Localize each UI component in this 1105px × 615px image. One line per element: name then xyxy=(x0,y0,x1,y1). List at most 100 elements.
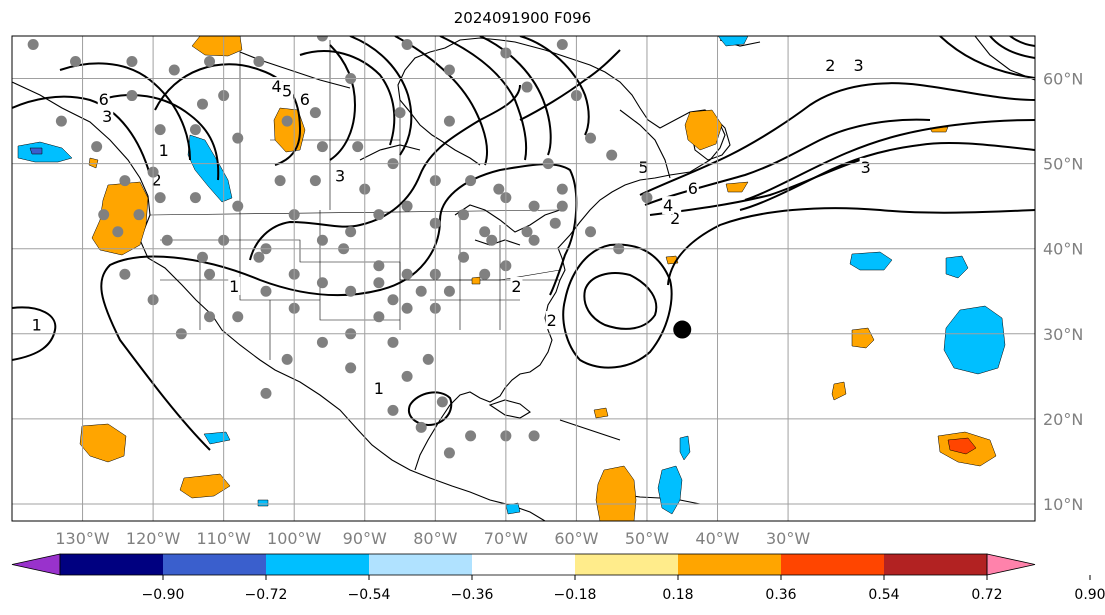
contour-label-bg xyxy=(859,157,872,176)
contour-label: 4 xyxy=(663,196,673,215)
station-dot xyxy=(232,200,244,212)
station-dot xyxy=(154,124,166,136)
contour-label: 1 xyxy=(229,277,239,296)
station-dot xyxy=(401,200,413,212)
station-dot xyxy=(401,370,413,382)
colorbar-swatch xyxy=(60,554,163,575)
station-dot xyxy=(281,115,293,127)
station-dot xyxy=(394,107,406,119)
contour-label: 4 xyxy=(271,77,281,96)
station-dot xyxy=(521,81,533,93)
station-dot xyxy=(154,192,166,204)
station-dot xyxy=(387,294,399,306)
station-dot xyxy=(373,311,385,323)
station-dot xyxy=(91,141,103,153)
station-dot xyxy=(133,209,145,221)
map-title: 2024091900 F096 xyxy=(453,9,592,27)
station-dot xyxy=(352,141,364,153)
station-dot xyxy=(458,209,470,221)
contour-label: 2 xyxy=(511,277,521,296)
colorbar-swatch xyxy=(884,554,987,575)
station-dot xyxy=(479,268,491,280)
contour-label: 3 xyxy=(861,158,871,177)
anomaly-shading xyxy=(17,36,1006,521)
station-dot xyxy=(260,387,272,399)
contour-label-bg xyxy=(101,106,114,125)
colorbar-low-extend xyxy=(11,553,61,576)
contour-label-bg xyxy=(334,166,347,185)
colorbar-tick-label: −0.90 xyxy=(142,587,185,603)
station-dot xyxy=(196,98,208,110)
political-borders xyxy=(149,36,561,360)
station-dot xyxy=(168,64,180,76)
station-dot xyxy=(112,226,124,238)
contour-label-bg xyxy=(686,179,699,198)
latitude-label: 20°N xyxy=(1043,410,1083,429)
contour-label: 6 xyxy=(688,179,698,198)
longitude-labels: 130°W 120°W 110°W 100°W 90°W 80°W 70°W 60°W 50°W… xyxy=(55,529,810,548)
colorbar-swatch xyxy=(575,554,678,575)
colorbar-tick-label: 0.54 xyxy=(868,587,899,603)
station-dot xyxy=(189,192,201,204)
contour-label-bg xyxy=(852,55,865,74)
contour-label-bg xyxy=(298,89,311,108)
colorbar-tick-label: 0.72 xyxy=(971,587,1002,603)
colorbar-tick-label: −0.36 xyxy=(451,587,494,603)
latitude-label: 40°N xyxy=(1043,240,1083,259)
station-dot xyxy=(422,353,434,365)
station-dot xyxy=(119,268,131,280)
station-dot xyxy=(521,226,533,238)
station-dot xyxy=(345,226,357,238)
colorbar-swatch xyxy=(369,554,472,575)
station-dot xyxy=(126,90,138,102)
station-dot xyxy=(585,226,597,238)
station-dot xyxy=(316,234,328,246)
contour-label-bg xyxy=(157,140,170,159)
station-dot xyxy=(415,421,427,433)
contour-label: 5 xyxy=(638,158,648,177)
longitude-label: 120°W xyxy=(126,529,181,548)
colorbar-tick-labels: −0.90 −0.72 −0.54 −0.36 −0.18 0.18 0.36 0.54 0.7… xyxy=(142,575,1105,603)
contour-label: 6 xyxy=(99,90,109,109)
colorbar-tick-label: 0.36 xyxy=(765,587,796,603)
station-dot xyxy=(373,277,385,289)
contour-label-bg xyxy=(97,89,110,108)
station-dot xyxy=(274,175,286,187)
station-dot xyxy=(556,200,568,212)
contour-lines xyxy=(12,36,1035,451)
station-dot xyxy=(55,115,67,127)
contour-label: 2 xyxy=(152,171,162,190)
station-dot xyxy=(465,430,477,442)
contour-label-bg xyxy=(662,196,675,215)
contour-label: 5 xyxy=(282,81,292,100)
colorbar-swatch xyxy=(266,554,369,575)
station-dot xyxy=(316,141,328,153)
map-frame xyxy=(11,35,1036,522)
longitude-label: 80°W xyxy=(413,529,457,548)
station-dot xyxy=(415,285,427,297)
contour-label: 2 xyxy=(670,209,680,228)
station-dot xyxy=(443,447,455,459)
longitude-label: 60°W xyxy=(554,529,598,548)
station-dot xyxy=(443,115,455,127)
longitude-label: 40°W xyxy=(695,529,739,548)
contour-label-bg xyxy=(270,77,283,96)
station-dot xyxy=(606,149,618,161)
station-dot xyxy=(443,64,455,76)
target-location-marker xyxy=(673,320,692,339)
station-dot xyxy=(458,251,470,263)
latitude-labels: 10°N 20°N 30°N 40°N 50°N 60°N xyxy=(1043,70,1083,514)
contour-label-bg xyxy=(637,157,650,176)
station-dot xyxy=(345,362,357,374)
station-dot xyxy=(27,39,39,51)
station-dot xyxy=(486,234,498,246)
colorbar-swatch xyxy=(163,554,266,575)
station-dot xyxy=(253,251,265,263)
longitude-label: 130°W xyxy=(55,529,110,548)
colorbar-tick-label: −0.72 xyxy=(245,587,288,603)
longitude-label: 90°W xyxy=(343,529,387,548)
station-dot xyxy=(204,56,216,68)
station-dot xyxy=(549,217,561,229)
latitude-label: 50°N xyxy=(1043,155,1083,174)
